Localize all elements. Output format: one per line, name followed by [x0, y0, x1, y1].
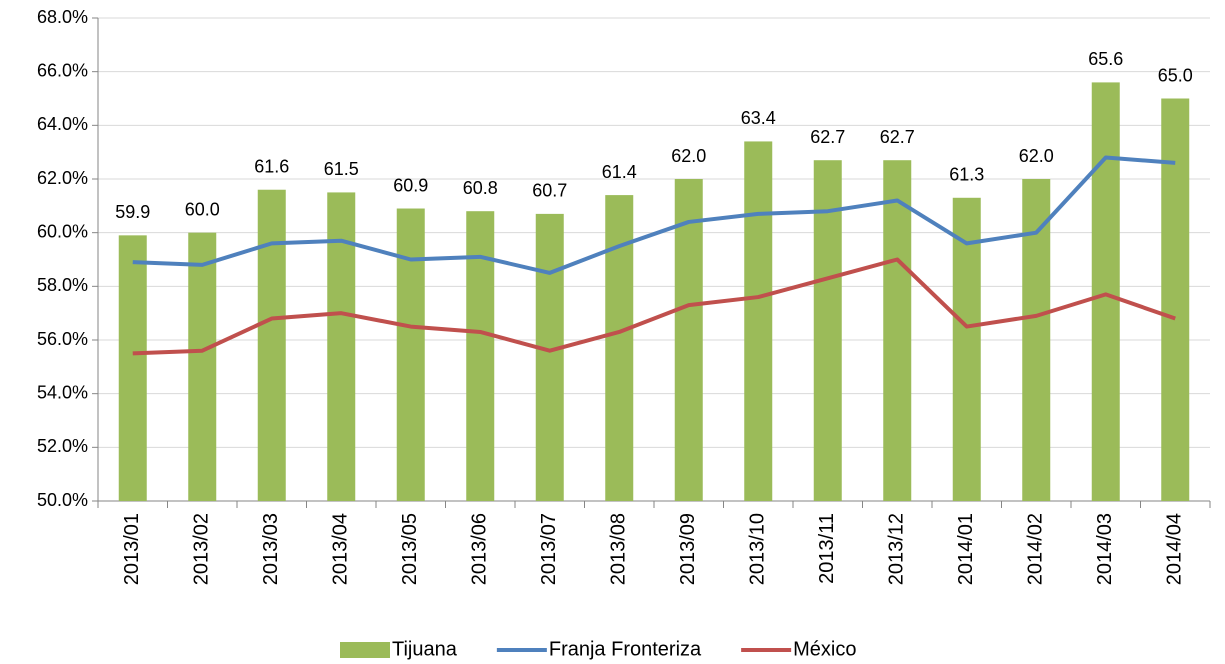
legend-label: México — [793, 638, 856, 660]
x-tick-label: 2013/01 — [121, 513, 143, 585]
bar — [188, 232, 217, 501]
bar — [674, 179, 703, 501]
bar — [396, 208, 425, 501]
bar — [466, 211, 495, 501]
bar — [952, 197, 981, 502]
data-label: 61.4 — [602, 162, 637, 182]
data-label: 60.7 — [532, 181, 567, 201]
data-label: 65.6 — [1088, 49, 1123, 69]
y-tick-label: 54.0% — [37, 382, 88, 402]
bar — [257, 189, 286, 501]
bar — [813, 160, 842, 501]
x-tick-label: 2013/03 — [260, 513, 282, 585]
x-tick-label: 2013/09 — [677, 513, 699, 585]
data-label: 62.0 — [671, 146, 706, 166]
y-tick-label: 50.0% — [37, 490, 88, 510]
data-label: 59.9 — [115, 202, 150, 222]
bar — [744, 141, 773, 501]
data-label: 61.3 — [949, 165, 984, 185]
bar — [1091, 82, 1120, 502]
line-series — [132, 155, 1176, 275]
x-tick-label: 2013/06 — [469, 513, 491, 585]
x-tick-label: 2013/08 — [608, 513, 630, 585]
y-tick-label: 56.0% — [37, 329, 88, 349]
y-tick-label: 58.0% — [37, 275, 88, 295]
x-tick-label: 2014/02 — [1025, 513, 1047, 585]
y-tick-label: 62.0% — [37, 168, 88, 188]
legend-swatch — [340, 642, 390, 658]
y-tick-label: 60.0% — [37, 221, 88, 241]
x-tick-label: 2014/04 — [1164, 513, 1186, 585]
data-label: 60.9 — [393, 175, 428, 195]
x-tick-label: 2013/12 — [886, 513, 908, 585]
bar — [883, 160, 912, 501]
legend-label: Franja Fronteriza — [549, 638, 702, 660]
data-label: 60.8 — [463, 178, 498, 198]
data-label: 61.5 — [324, 159, 359, 179]
bar — [1161, 98, 1190, 501]
data-label: 62.0 — [1019, 146, 1054, 166]
data-label: 62.7 — [810, 127, 845, 147]
data-label: 61.6 — [254, 156, 289, 176]
data-label: 65.0 — [1158, 65, 1193, 85]
bar — [535, 213, 564, 501]
x-tick-label: 2014/01 — [955, 513, 977, 585]
y-tick-label: 66.0% — [37, 60, 88, 80]
y-tick-label: 68.0% — [37, 7, 88, 27]
bar — [327, 192, 356, 501]
bar — [118, 235, 147, 501]
line-series — [132, 257, 1176, 356]
x-tick-label: 2013/05 — [399, 513, 421, 585]
data-label: 62.7 — [880, 127, 915, 147]
y-tick-label: 64.0% — [37, 114, 88, 134]
data-label: 63.4 — [741, 108, 776, 128]
x-tick-label: 2014/03 — [1094, 513, 1116, 585]
x-tick-label: 2013/04 — [330, 513, 352, 585]
bar — [1022, 179, 1051, 501]
x-tick-label: 2013/10 — [747, 513, 769, 585]
x-tick-label: 2013/07 — [538, 513, 560, 585]
x-tick-label: 2013/02 — [191, 513, 213, 585]
legend-label: Tijuana — [392, 638, 458, 660]
x-tick-label: 2013/11 — [816, 513, 838, 584]
y-tick-label: 52.0% — [37, 436, 88, 456]
data-label: 60.0 — [185, 199, 220, 219]
